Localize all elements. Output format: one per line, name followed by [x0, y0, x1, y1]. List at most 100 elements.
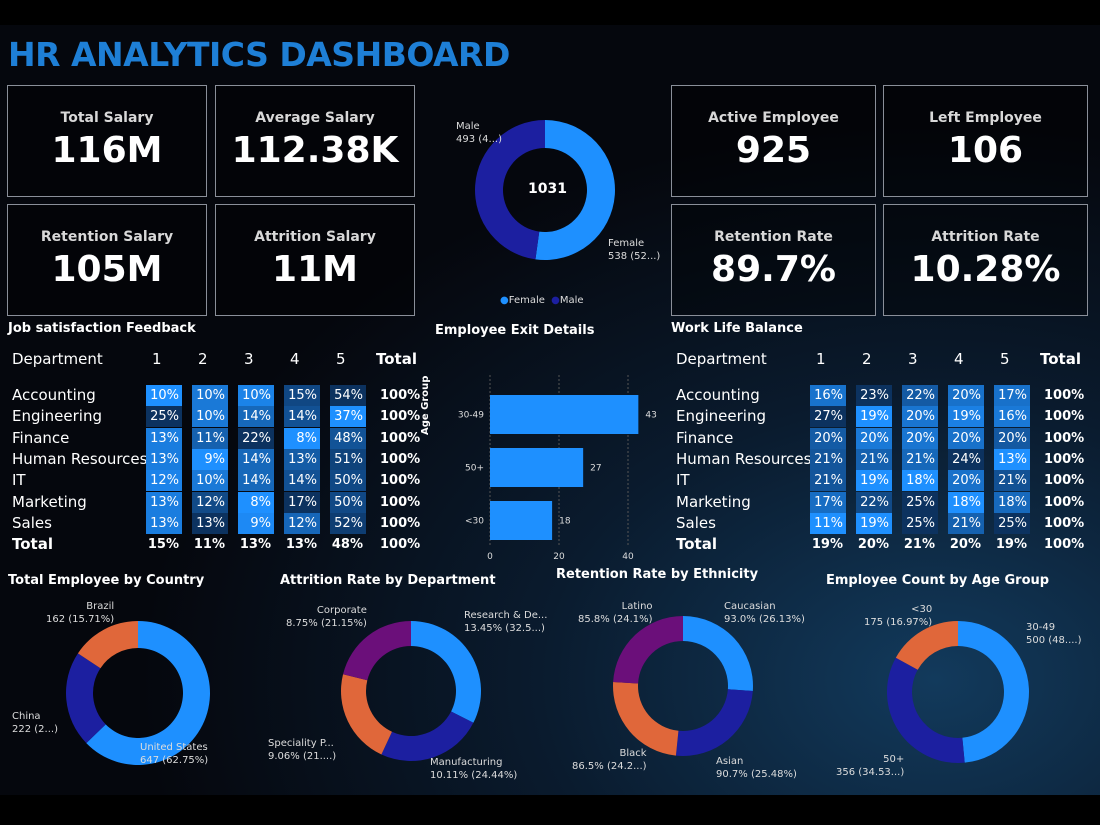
table-row[interactable]: Accounting 10% 10% 10% 15% 54% 100%: [12, 385, 432, 406]
kpi-attrition-salary[interactable]: Attrition Salary 11M: [215, 204, 415, 316]
table-row[interactable]: Sales 11% 19% 25% 21% 25% 100%: [676, 512, 1096, 534]
heat-cell: 14%: [284, 470, 320, 492]
heat-cell: 20%: [902, 406, 938, 428]
grand-total: 100%: [380, 537, 421, 553]
slice-united-states[interactable]: [86, 621, 210, 765]
heat-cell: 20%: [948, 385, 984, 406]
kpi-value: 10.28%: [910, 249, 1061, 290]
kpi-label: Attrition Rate: [931, 229, 1040, 245]
slice-black[interactable]: [613, 682, 679, 756]
column-header[interactable]: 4: [290, 350, 300, 368]
table-row[interactable]: Finance 20% 20% 20% 20% 20% 100%: [676, 427, 1096, 449]
gender-donut-chart[interactable]: [470, 115, 620, 265]
column-header[interactable]: Total: [1040, 350, 1081, 368]
slice-latino[interactable]: [613, 616, 683, 684]
label-latino: Latino 85.8% (24.1%): [578, 601, 653, 625]
department-cell: Marketing: [12, 492, 87, 511]
column-header[interactable]: 2: [862, 350, 872, 368]
column-total: 20%: [949, 537, 981, 553]
heat-cell: 17%: [994, 385, 1030, 406]
age-donut-chart[interactable]: [885, 619, 1031, 765]
page-title: HR ANALYTICS DASHBOARD: [8, 35, 510, 74]
bar-<30[interactable]: [490, 501, 553, 540]
heat-cell: 25%: [902, 491, 938, 513]
table-row[interactable]: Engineering 25% 10% 14% 14% 37% 100%: [12, 406, 432, 428]
table-row[interactable]: Human Resources 13% 9% 14% 13% 51% 100%: [12, 448, 432, 470]
heat-cell: 9%: [238, 512, 274, 534]
heat-cell: 19%: [856, 470, 892, 492]
department-cell: Human Resources: [12, 449, 148, 468]
column-header[interactable]: 3: [908, 350, 918, 368]
department-cell: Engineering: [12, 407, 102, 426]
heat-cell: 21%: [810, 470, 846, 492]
slice-speciality-p-[interactable]: [341, 674, 392, 755]
department-cell: Finance: [676, 428, 734, 447]
column-header[interactable]: 5: [1000, 350, 1010, 368]
row-total: 100%: [1044, 409, 1085, 425]
column-header[interactable]: 4: [954, 350, 964, 368]
legend-female[interactable]: Female: [508, 295, 545, 306]
column-total: 48%: [331, 537, 363, 553]
column-total: 20%: [857, 537, 889, 553]
column-header[interactable]: Total: [376, 350, 417, 368]
kpi-retention-rate[interactable]: Retention Rate 89.7%: [671, 204, 876, 316]
heat-cell: 13%: [284, 448, 320, 470]
bar-30-49[interactable]: [490, 395, 639, 434]
kpi-retention-salary[interactable]: Retention Salary 105M: [7, 204, 207, 316]
kpi-attrition-rate[interactable]: Attrition Rate 10.28%: [883, 204, 1088, 316]
slice-brazil[interactable]: [77, 621, 138, 669]
bar-50+[interactable]: [490, 448, 584, 487]
heat-cell: 8%: [238, 491, 274, 513]
column-header[interactable]: 1: [152, 350, 162, 368]
slice-asian[interactable]: [675, 689, 753, 756]
dept-donut-chart[interactable]: [339, 619, 483, 763]
kpi-total-salary[interactable]: Total Salary 116M: [7, 85, 207, 197]
table-row[interactable]: IT 21% 19% 18% 20% 21% 100%: [676, 470, 1096, 492]
slice-china[interactable]: [65, 653, 106, 744]
table-row[interactable]: Human Resources 21% 21% 21% 24% 13% 100%: [676, 448, 1096, 470]
row-total: 100%: [1044, 388, 1085, 403]
table-row[interactable]: Engineering 27% 19% 20% 19% 16% 100%: [676, 406, 1096, 428]
table-row[interactable]: Marketing 17% 22% 25% 18% 18% 100%: [676, 491, 1096, 513]
slice-50-[interactable]: [887, 657, 965, 763]
table-row[interactable]: Accounting 16% 23% 22% 20% 17% 100%: [676, 385, 1096, 406]
column-header[interactable]: 2: [198, 350, 208, 368]
heat-cell: 21%: [994, 470, 1030, 492]
heat-cell: 20%: [948, 427, 984, 449]
table-row[interactable]: Sales 13% 13% 9% 12% 52% 100%: [12, 512, 432, 534]
heat-cell: 48%: [330, 427, 366, 449]
slice-corporate[interactable]: [343, 621, 411, 681]
kpi-active-employee[interactable]: Active Employee 925: [671, 85, 876, 197]
kpi-left-employee[interactable]: Left Employee 106: [883, 85, 1088, 197]
table-row[interactable]: IT 12% 10% 14% 14% 50% 100%: [12, 470, 432, 492]
column-header[interactable]: 1: [816, 350, 826, 368]
heat-cell: 14%: [238, 470, 274, 492]
column-header[interactable]: Department: [676, 350, 767, 368]
ethnicity-donut-chart[interactable]: [611, 614, 755, 758]
slice--30[interactable]: [895, 621, 958, 670]
label-50-plus: 50+ 356 (34.53...): [836, 754, 905, 778]
exit-chart-title: Employee Exit Details: [435, 323, 595, 338]
label-caucasian: Caucasian 93.0% (26.13%): [724, 601, 805, 625]
slice-manufacturing[interactable]: [381, 711, 474, 761]
slice-research-de-[interactable]: [411, 621, 481, 723]
slice-caucasian[interactable]: [683, 616, 753, 691]
y-tick-label: <30: [465, 517, 484, 527]
heat-cell: 17%: [284, 491, 320, 513]
country-donut-chart[interactable]: [64, 619, 212, 767]
table-row[interactable]: Finance 13% 11% 22% 8% 48% 100%: [12, 427, 432, 449]
heat-cell: 20%: [994, 427, 1030, 449]
label-research: Research & De... 13.45% (32.5...): [464, 610, 548, 634]
kpi-average-salary[interactable]: Average Salary 112.38K: [215, 85, 415, 197]
column-header[interactable]: Department: [12, 350, 103, 368]
table-row[interactable]: Marketing 13% 12% 8% 17% 50% 100%: [12, 491, 432, 513]
heat-cell: 14%: [284, 406, 320, 428]
column-total: 13%: [285, 537, 317, 553]
slice-30-49[interactable]: [958, 621, 1029, 763]
exit-bar-chart[interactable]: 0 20 40 30-49 43 50+ 27 <30 18: [432, 345, 666, 565]
column-header[interactable]: 5: [336, 350, 346, 368]
slice-male[interactable]: [474, 120, 545, 260]
column-header[interactable]: 3: [244, 350, 254, 368]
legend-male[interactable]: Male: [559, 295, 584, 306]
slice-female[interactable]: [535, 120, 615, 260]
